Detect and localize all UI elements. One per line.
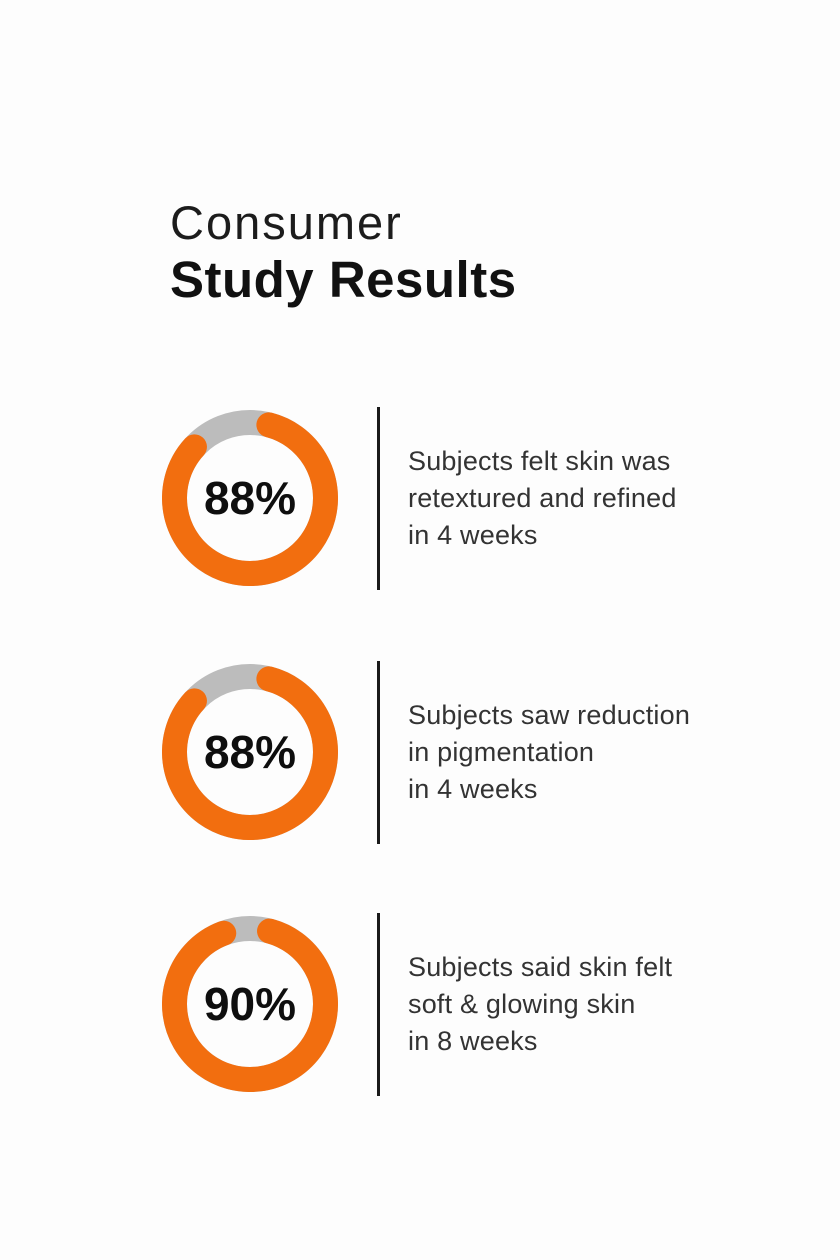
description-line: in 4 weeks [408,773,538,804]
donut-chart: 88% [162,664,338,840]
stat-row: 88% Subjects saw reduction in pigmentati… [162,660,690,844]
stat-row: 90% Subjects said skin felt soft & glowi… [162,912,672,1096]
description-line: in 8 weeks [408,1025,538,1056]
stat-description: Subjects said skin felt soft & glowing s… [408,949,672,1060]
page-title: Consumer Study Results [170,194,517,308]
donut-chart: 90% [162,916,338,1092]
description-line: Subjects felt skin was [408,445,671,476]
description-line: in 4 weeks [408,519,538,550]
stat-description: Subjects felt skin was retextured and re… [408,443,677,554]
stat-row: 88% Subjects felt skin was retextured an… [162,406,677,590]
description-line: Subjects saw reduction [408,699,691,730]
donut-percent-label: 88% [203,472,297,524]
vertical-divider [377,912,380,1096]
donut-chart: 88% [162,410,338,586]
donut-progress-arc [162,916,338,1092]
description-line: Subjects said skin felt [408,951,673,982]
vertical-divider [377,660,380,844]
description-line: in pigmentation [408,736,595,767]
title-line-light: Consumer [170,196,403,249]
donut-svg [162,410,338,586]
description-line: retextured and refined [408,482,677,513]
donut-percent-label: 88% [203,726,297,778]
donut-svg [162,664,338,840]
donut-percent-label: 90% [203,978,297,1030]
vertical-divider [377,406,380,590]
title-line-bold: Study Results [170,251,517,308]
donut-progress-arc [162,410,338,586]
stat-description: Subjects saw reduction in pigmentation i… [408,697,690,808]
donut-progress-arc [162,664,338,840]
donut-svg [162,916,338,1092]
description-line: soft & glowing skin [408,988,636,1019]
